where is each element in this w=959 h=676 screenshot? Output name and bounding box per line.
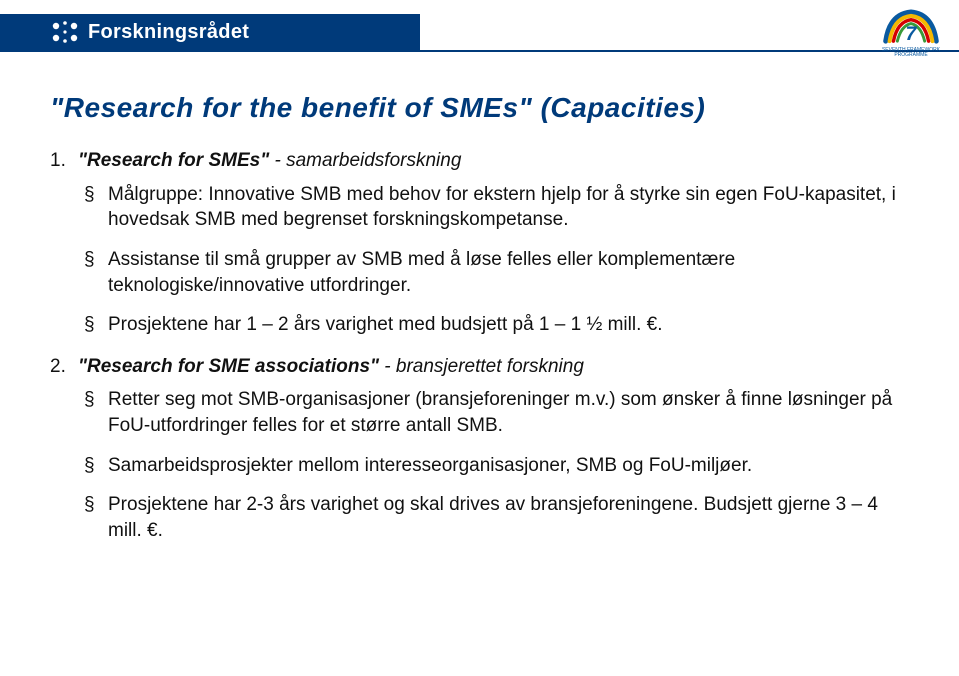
- section-1-heading-rest: - samarbeidsforskning: [269, 150, 461, 171]
- section-2: "Research for SME associations" - bransj…: [50, 354, 909, 544]
- section-1: "Research for SMEs" - samarbeidsforsknin…: [50, 148, 909, 338]
- list-item: Samarbeidsprosjekter mellom interesseorg…: [78, 453, 909, 479]
- page-title: "Research for the benefit of SMEs" (Capa…: [50, 92, 909, 124]
- section-2-heading-rest: - bransjerettet forskning: [379, 356, 584, 377]
- fp7-caption: SEVENTH FRAMEWORK PROGRAMME: [881, 48, 941, 58]
- list-item: Assistanse til små grupper av SMB med å …: [78, 247, 909, 298]
- fp7-logo: 7 SEVENTH FRAMEWORK PROGRAMME: [881, 8, 941, 58]
- list-item: Prosjektene har 2-3 års varighet og skal…: [78, 492, 909, 543]
- slide-content: "Research for the benefit of SMEs" (Capa…: [50, 92, 909, 560]
- list-item: Målgruppe: Innovative SMB med behov for …: [78, 182, 909, 233]
- section-2-heading: "Research for SME associations" - bransj…: [78, 356, 584, 377]
- list-item: Prosjektene har 1 – 2 års varighet med b…: [78, 312, 909, 338]
- brand-logo-icon: [50, 19, 80, 45]
- section-2-heading-bold: "Research for SME associations": [78, 356, 379, 377]
- section-2-bullets: Retter seg mot SMB-organisasjoner (brans…: [78, 387, 909, 543]
- fp7-number: 7: [906, 23, 918, 45]
- section-1-heading-bold: "Research for SMEs": [78, 150, 269, 171]
- list-item: Retter seg mot SMB-organisasjoner (brans…: [78, 387, 909, 438]
- section-1-bullets: Målgruppe: Innovative SMB med behov for …: [78, 182, 909, 338]
- section-1-heading: "Research for SMEs" - samarbeidsforsknin…: [78, 150, 461, 171]
- header-underline: [0, 50, 959, 52]
- brand-bar: Forskningsrådet: [0, 14, 420, 50]
- brand-name: Forskningsrådet: [88, 21, 249, 44]
- main-numbered-list: "Research for SMEs" - samarbeidsforsknin…: [50, 148, 909, 544]
